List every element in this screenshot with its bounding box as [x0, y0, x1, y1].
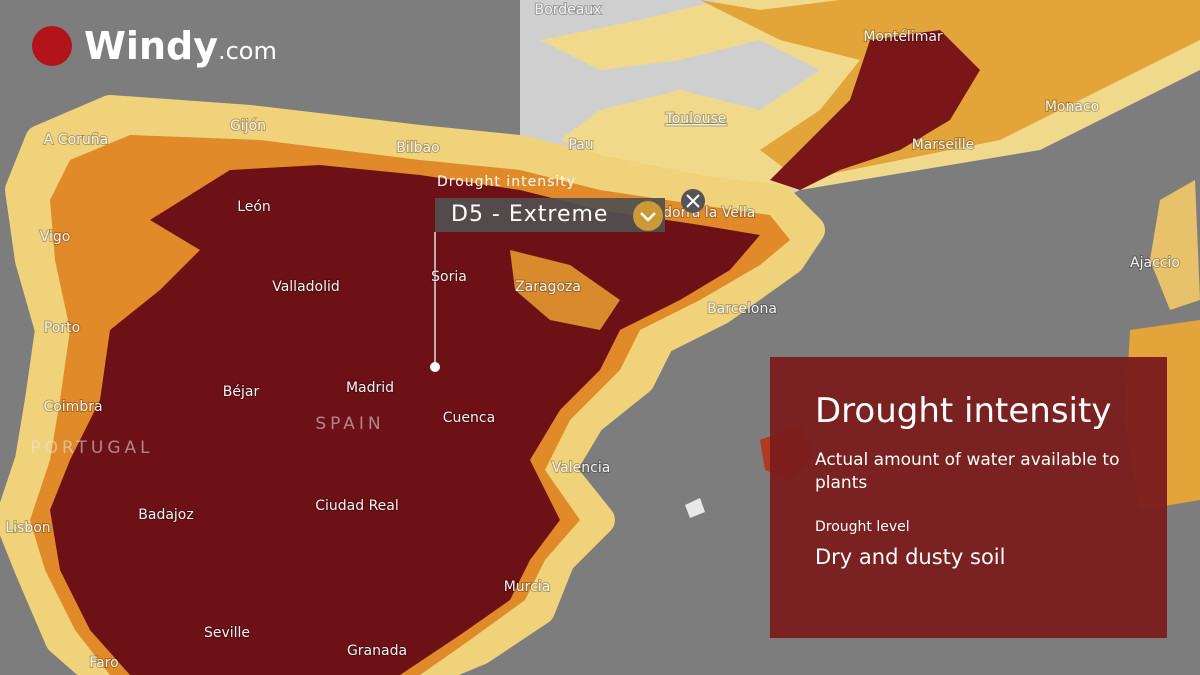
place-label: Vigo — [40, 229, 71, 245]
corsica — [1150, 180, 1200, 310]
place-label: Coimbra — [43, 399, 102, 415]
place-label: Madrid — [346, 380, 394, 396]
place-label: Montélimar — [863, 29, 943, 45]
place-label: Bordeaux — [535, 2, 602, 18]
place-label: Bilbao — [396, 140, 439, 156]
place-label: Béjar — [223, 384, 260, 400]
place-label: PORTUGAL — [30, 438, 153, 458]
logo-suffix: .com — [217, 37, 277, 65]
place-label: Valencia — [552, 460, 611, 476]
logo-icon — [32, 26, 72, 66]
place-label: Andorra la Vella — [645, 205, 756, 221]
panel-level-label: Drought level — [815, 519, 910, 535]
place-label: León — [237, 199, 271, 215]
ebro-valley — [510, 250, 620, 330]
info-panel: Drought intensity Actual amount of water… — [770, 357, 1167, 638]
panel-level-value: Dry and dusty soil — [815, 545, 1006, 569]
place-label: Barcelona — [707, 301, 777, 317]
logo[interactable]: Windy .com — [32, 24, 277, 68]
picker-value: D5 - Extreme — [451, 202, 609, 227]
place-label: Badajoz — [138, 507, 193, 523]
place-label: Ajaccio — [1130, 255, 1180, 271]
place-label: Cuenca — [443, 410, 495, 426]
place-labels: Bordeaux Montélimar Toulouse Monaco Marseill… — [4, 1, 1181, 672]
place-label: Monaco — [1045, 99, 1099, 115]
place-label: Toulouse — [665, 111, 727, 127]
drought-extreme — [770, 30, 980, 190]
panel-title: Drought intensity — [815, 391, 1112, 431]
place-label: Seville — [204, 625, 250, 641]
place-label: Granada — [347, 643, 407, 659]
place-label: Gijón — [230, 118, 266, 134]
logo-name: Windy — [84, 24, 218, 68]
panel-description: Actual amount of water available to plan… — [815, 450, 1120, 493]
place-label: Faro — [89, 655, 118, 671]
place-label: Murcia — [504, 579, 551, 595]
picker-box[interactable]: D5 - Extreme — [435, 198, 665, 232]
place-label: A Coruña — [44, 132, 108, 148]
place-label: Marseille — [912, 137, 975, 153]
place-label: Ciudad Real — [315, 498, 399, 514]
place-label: Zaragoza — [515, 279, 581, 295]
place-label: Porto — [44, 320, 80, 336]
place-label: SPAIN — [315, 414, 384, 434]
place-label: Lisbon — [5, 520, 50, 536]
place-label: Valladolid — [272, 279, 340, 295]
place-label: Soria — [431, 269, 467, 285]
picker-label: Drought intensity — [437, 174, 577, 190]
picker-pin — [430, 362, 440, 372]
ibiza — [685, 498, 705, 518]
place-label: Pau — [568, 137, 593, 153]
